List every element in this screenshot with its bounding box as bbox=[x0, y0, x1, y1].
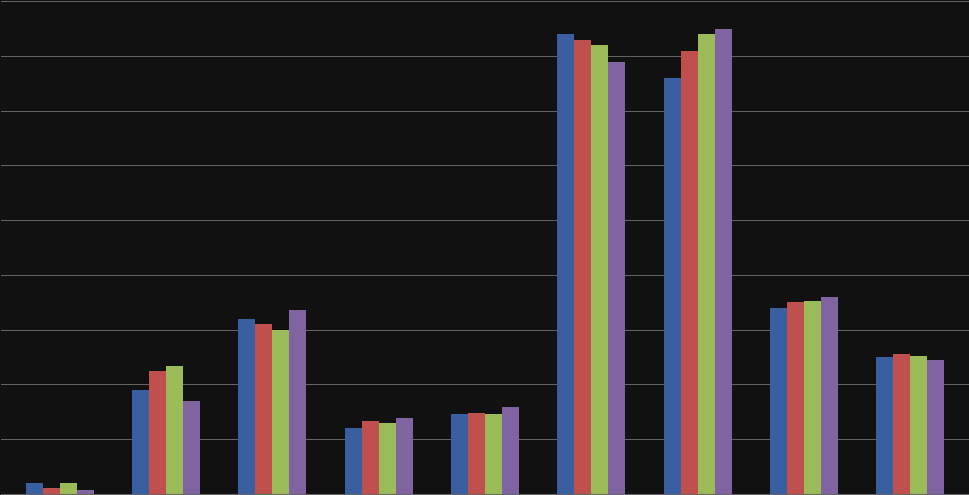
Bar bbox=[557, 34, 574, 494]
Bar bbox=[786, 302, 803, 494]
Bar bbox=[697, 34, 714, 494]
Bar bbox=[26, 483, 43, 494]
Bar bbox=[769, 308, 786, 494]
Bar bbox=[183, 400, 200, 494]
Bar bbox=[289, 310, 306, 494]
Bar bbox=[820, 297, 837, 494]
Bar bbox=[238, 319, 255, 494]
Bar bbox=[484, 414, 502, 494]
Bar bbox=[591, 45, 608, 494]
Bar bbox=[875, 357, 892, 494]
Bar bbox=[680, 50, 697, 494]
Bar bbox=[344, 428, 361, 494]
Bar bbox=[272, 330, 289, 494]
Bar bbox=[909, 355, 926, 494]
Bar bbox=[467, 413, 484, 494]
Bar bbox=[451, 414, 467, 494]
Bar bbox=[361, 421, 378, 494]
Bar bbox=[926, 359, 943, 494]
Bar bbox=[502, 407, 518, 494]
Bar bbox=[132, 390, 149, 494]
Bar bbox=[255, 324, 272, 494]
Bar bbox=[77, 490, 94, 494]
Bar bbox=[574, 40, 591, 494]
Bar bbox=[60, 483, 77, 494]
Bar bbox=[714, 29, 731, 494]
Bar bbox=[149, 371, 166, 494]
Bar bbox=[395, 418, 412, 494]
Bar bbox=[166, 366, 183, 494]
Bar bbox=[378, 423, 395, 494]
Bar bbox=[43, 488, 60, 494]
Bar bbox=[803, 301, 820, 494]
Bar bbox=[608, 61, 625, 494]
Bar bbox=[892, 354, 909, 494]
Bar bbox=[663, 78, 680, 494]
